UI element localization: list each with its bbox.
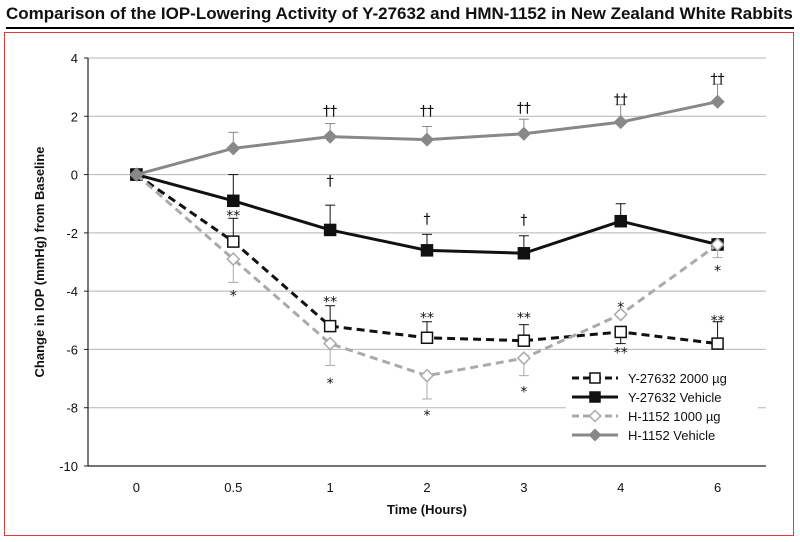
x-tick-label: 0 bbox=[133, 480, 140, 495]
data-point bbox=[420, 331, 434, 345]
data-point bbox=[589, 391, 601, 403]
series-2 bbox=[129, 167, 725, 400]
data-point bbox=[226, 252, 241, 267]
chart-title: Comparison of the IOP-Lowering Activity … bbox=[6, 4, 794, 29]
y-tick-label: 2 bbox=[71, 109, 78, 124]
legend-label: Y-27632 Vehicle bbox=[628, 390, 722, 405]
y-tick-label: -4 bbox=[66, 284, 78, 299]
data-point bbox=[710, 94, 725, 109]
data-point bbox=[588, 428, 602, 442]
legend-label: Y-27632 2000 µg bbox=[628, 371, 727, 386]
x-tick-label: 0.5 bbox=[224, 480, 242, 495]
data-point bbox=[516, 351, 531, 366]
annotation: †† bbox=[420, 103, 434, 119]
data-point bbox=[227, 235, 240, 248]
annotation: ** bbox=[420, 310, 434, 326]
annotation: † bbox=[520, 213, 527, 229]
annotation: * bbox=[424, 408, 431, 424]
annotation: * bbox=[617, 300, 624, 316]
x-tick-label: 4 bbox=[617, 480, 624, 495]
y-tick-label: -10 bbox=[59, 459, 78, 474]
annotation: * bbox=[520, 385, 527, 401]
data-point bbox=[516, 126, 531, 141]
legend: Y-27632 2000 µg Y-27632 Vehicle H-1152 100… bbox=[566, 366, 758, 450]
significance-annotations: †† †† †††††††† †*** *************** bbox=[226, 71, 724, 424]
data-point bbox=[589, 372, 601, 384]
data-point bbox=[227, 194, 240, 208]
annotation: † bbox=[424, 211, 431, 227]
data-point bbox=[420, 244, 434, 257]
data-point bbox=[517, 247, 531, 260]
y-axis-label: Change in IOP (mmHg) from Baseline bbox=[32, 147, 47, 378]
x-tick-label: 1 bbox=[327, 480, 334, 495]
data-point bbox=[588, 409, 602, 423]
annotation: † bbox=[327, 173, 334, 189]
data-point bbox=[323, 129, 338, 144]
annotation: * bbox=[327, 376, 334, 392]
annotation: * bbox=[230, 289, 237, 305]
data-point bbox=[419, 368, 435, 383]
series-line bbox=[135, 173, 719, 378]
x-axis-label: Time (Hours) bbox=[387, 502, 467, 517]
y-tick-labels: 4 2 0 -2 -4 -6 -8 -10 bbox=[59, 51, 78, 474]
data-point bbox=[613, 115, 628, 130]
legend-label: H-1152 Vehicle bbox=[628, 428, 715, 443]
data-point bbox=[226, 141, 241, 156]
annotation: * bbox=[714, 264, 721, 280]
annotation: ** bbox=[711, 313, 725, 329]
y-tick-label: 0 bbox=[71, 168, 78, 183]
axes bbox=[84, 57, 766, 467]
series-3 bbox=[129, 83, 725, 182]
annotation: ** bbox=[323, 294, 337, 310]
data-point bbox=[129, 167, 144, 182]
y-tick-label: -8 bbox=[66, 401, 78, 416]
x-tick-label: 2 bbox=[423, 480, 430, 495]
data-point bbox=[710, 237, 725, 252]
data-point bbox=[323, 223, 337, 237]
annotation: †† bbox=[711, 71, 725, 87]
data-point bbox=[613, 307, 628, 322]
annotation: ** bbox=[226, 208, 240, 224]
data-point bbox=[323, 319, 337, 333]
legend-label: H-1152 1000 µg bbox=[628, 409, 721, 424]
data-point bbox=[711, 337, 724, 350]
data-point bbox=[419, 132, 435, 147]
annotation: †† bbox=[614, 92, 628, 108]
data-point bbox=[517, 334, 531, 347]
annotation: ** bbox=[517, 310, 531, 326]
x-tick-label: 3 bbox=[520, 480, 527, 495]
y-tick-label: -2 bbox=[66, 226, 78, 241]
data-point bbox=[323, 336, 338, 351]
chart-frame bbox=[4, 32, 794, 536]
x-tick-labels: 0 0.5 1 2 3 4 6 bbox=[133, 480, 721, 495]
y-tick-label: 4 bbox=[71, 51, 78, 66]
annotation: ** bbox=[614, 345, 628, 361]
y-tick-label: -6 bbox=[66, 342, 78, 357]
data-point bbox=[614, 325, 627, 339]
annotation: †† bbox=[323, 103, 337, 119]
series-layer bbox=[129, 83, 725, 400]
annotation: †† bbox=[517, 101, 531, 117]
data-point bbox=[614, 214, 627, 228]
x-tick-label: 6 bbox=[714, 480, 721, 495]
